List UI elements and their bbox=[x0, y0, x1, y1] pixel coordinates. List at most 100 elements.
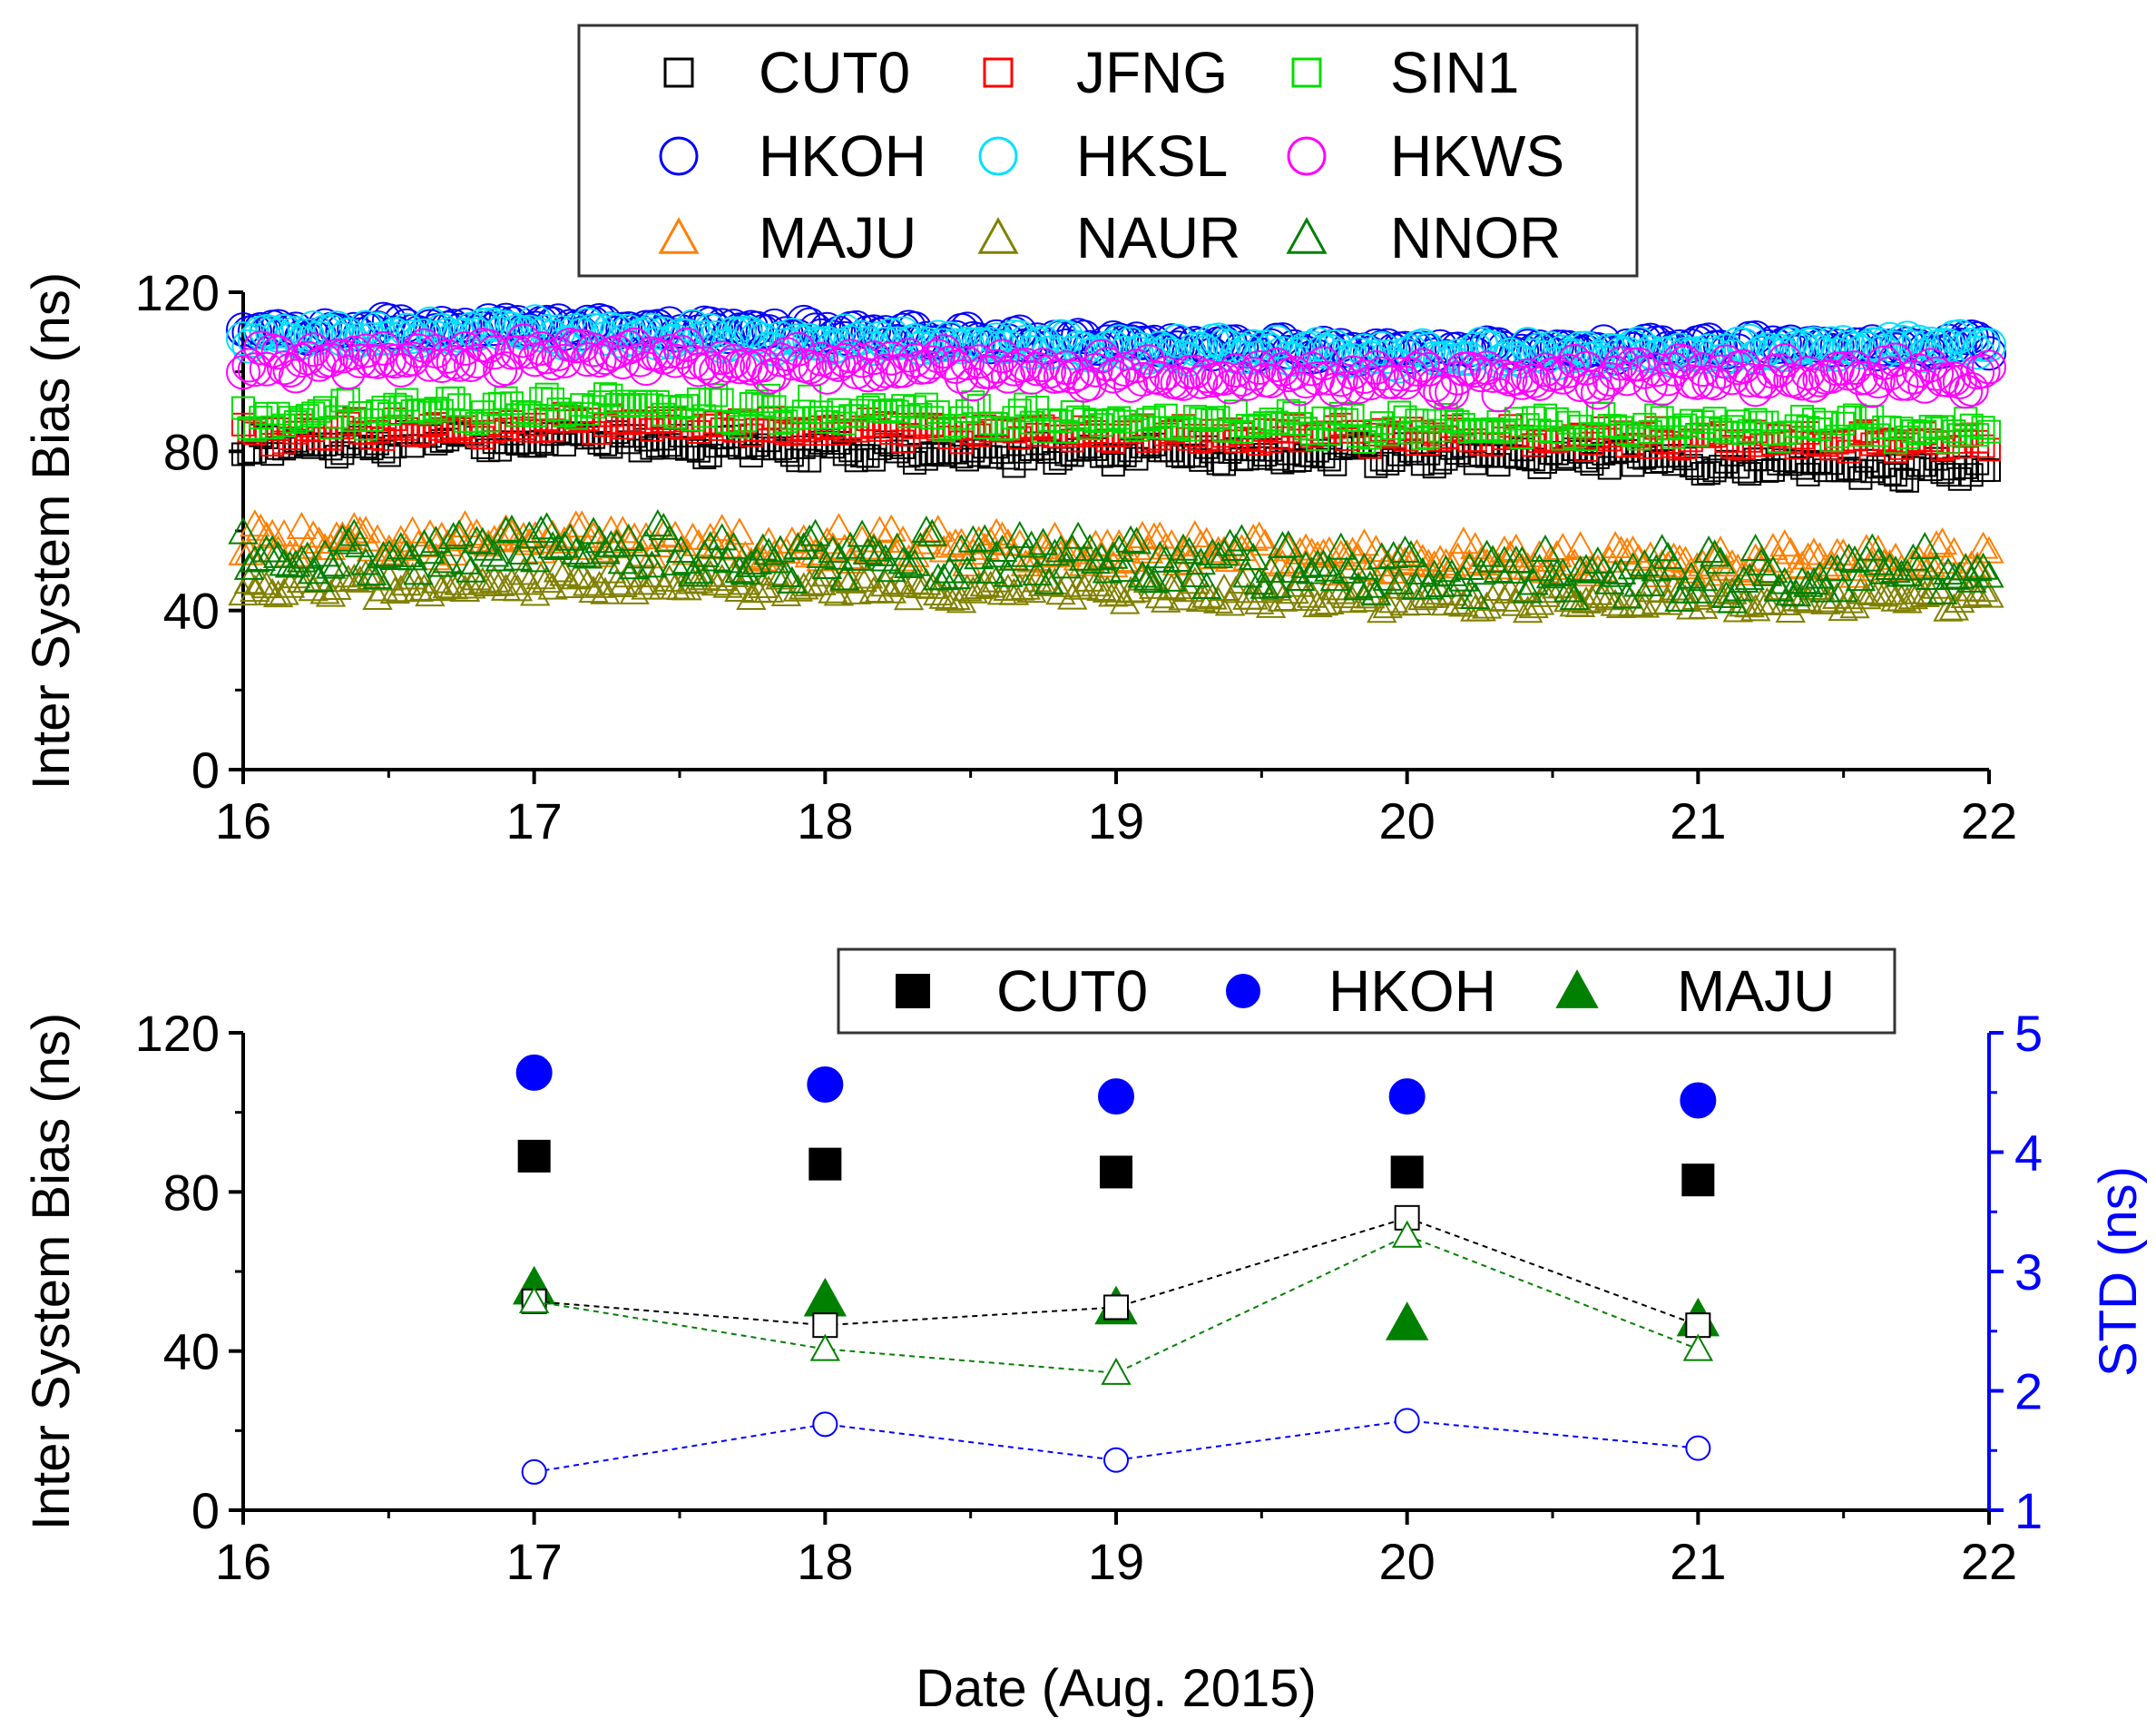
data-point bbox=[1054, 358, 1090, 394]
data-point bbox=[471, 329, 506, 364]
data-point bbox=[1506, 545, 1537, 574]
data-point bbox=[1464, 358, 1499, 393]
x-tick-label: 17 bbox=[506, 792, 563, 849]
legend-marker-hksl bbox=[978, 136, 1018, 176]
data-point bbox=[763, 342, 798, 378]
data-point bbox=[1785, 366, 1820, 401]
data-point bbox=[617, 327, 652, 362]
data-point bbox=[706, 514, 738, 542]
data-point bbox=[1131, 344, 1166, 379]
data-point bbox=[1664, 544, 1695, 572]
data-point bbox=[687, 346, 722, 381]
data-point bbox=[296, 332, 331, 368]
data-point bbox=[1967, 574, 1999, 603]
data-point bbox=[251, 571, 282, 599]
data-point bbox=[1144, 541, 1175, 569]
data-point bbox=[1156, 564, 1187, 592]
data-point bbox=[1571, 554, 1602, 582]
data-point bbox=[583, 570, 615, 598]
data-point bbox=[1092, 555, 1123, 584]
data-point bbox=[1394, 1408, 1420, 1434]
data-point bbox=[1510, 358, 1545, 393]
data-point bbox=[964, 542, 995, 570]
data-point bbox=[823, 542, 855, 570]
data-point bbox=[957, 525, 989, 553]
data-point bbox=[1557, 343, 1592, 378]
data-point bbox=[1425, 569, 1455, 597]
data-point bbox=[798, 351, 833, 387]
data-point bbox=[461, 525, 493, 554]
data-point bbox=[763, 320, 798, 356]
data-point bbox=[566, 539, 597, 567]
data-point bbox=[1273, 530, 1304, 558]
data-point bbox=[473, 533, 504, 561]
data-point bbox=[1347, 359, 1382, 395]
data-point bbox=[289, 318, 325, 353]
data-point bbox=[1377, 540, 1409, 568]
data-point bbox=[811, 551, 843, 579]
data-point bbox=[1977, 457, 2001, 482]
data-point bbox=[1860, 364, 1896, 399]
data-point bbox=[1337, 551, 1368, 579]
legend-label-maju: MAJU bbox=[1677, 958, 1835, 1024]
legend-marker-sin1 bbox=[1291, 57, 1322, 88]
x-tick-label: 22 bbox=[1961, 1533, 2017, 1590]
data-point bbox=[1430, 555, 1462, 583]
data-point bbox=[986, 534, 1018, 563]
data-point bbox=[1542, 558, 1573, 586]
data-point bbox=[303, 565, 335, 593]
data-point bbox=[483, 353, 518, 388]
data-point bbox=[1623, 588, 1654, 616]
legend-marker-hkws bbox=[1287, 136, 1327, 176]
data-point bbox=[456, 521, 486, 549]
data-point bbox=[602, 567, 632, 595]
data-point bbox=[1382, 357, 1417, 392]
data-point bbox=[459, 317, 495, 352]
data-point bbox=[444, 519, 475, 547]
data-point bbox=[524, 330, 559, 366]
legend-label-hkws: HKWS bbox=[1390, 123, 1564, 189]
data-point bbox=[233, 566, 265, 594]
data-point bbox=[915, 345, 950, 380]
data-point bbox=[747, 533, 779, 561]
data-point bbox=[1942, 328, 1977, 363]
data-point bbox=[576, 332, 612, 368]
data-point bbox=[1302, 540, 1333, 568]
data-point bbox=[1617, 535, 1649, 563]
data-point bbox=[447, 308, 483, 343]
data-point bbox=[946, 534, 977, 562]
data-point bbox=[432, 571, 463, 599]
data-point bbox=[862, 320, 897, 356]
data-point bbox=[1296, 556, 1328, 584]
legend-marker-hkoh bbox=[1226, 974, 1260, 1008]
data-point bbox=[961, 344, 996, 379]
legend-marker-jfng bbox=[983, 57, 1014, 88]
data-point bbox=[430, 339, 466, 374]
data-point bbox=[1729, 565, 1759, 593]
data-point bbox=[368, 541, 399, 569]
data-point bbox=[502, 574, 534, 602]
data-point bbox=[1022, 558, 1053, 586]
data-point bbox=[374, 539, 405, 567]
data-point bbox=[325, 339, 360, 374]
x-tick-label: 16 bbox=[215, 1533, 271, 1590]
data-point bbox=[1197, 542, 1228, 570]
data-point bbox=[1796, 326, 1831, 361]
data-point bbox=[391, 568, 422, 596]
data-point bbox=[807, 1065, 844, 1103]
data-point bbox=[1755, 325, 1790, 360]
data-point bbox=[1115, 525, 1146, 553]
data-point bbox=[1845, 564, 1877, 592]
data-point bbox=[403, 557, 434, 585]
data-point bbox=[1967, 531, 1999, 559]
data-point bbox=[1376, 346, 1411, 381]
data-point bbox=[401, 324, 436, 359]
data-point bbox=[432, 545, 463, 574]
data-point bbox=[426, 549, 457, 577]
data-point bbox=[1232, 560, 1263, 588]
data-point bbox=[1139, 565, 1170, 594]
data-point bbox=[1559, 583, 1590, 611]
data-points bbox=[226, 301, 2006, 623]
data-point bbox=[549, 530, 580, 558]
data-point bbox=[774, 346, 809, 381]
